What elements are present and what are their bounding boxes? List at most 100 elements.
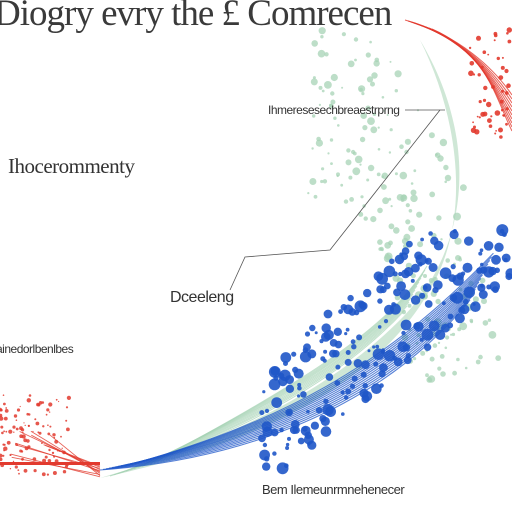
green-dot [322,179,328,184]
blue-dot [334,340,343,349]
green-dot [312,76,316,80]
green-dot [381,175,385,178]
red-dot [24,424,26,427]
blue-dot [483,241,494,251]
green-dot [358,85,366,93]
green-dot [366,178,370,182]
red-dot [493,39,496,42]
blue-dot [399,289,411,300]
green-dot [460,184,467,192]
green-dot [444,174,452,182]
green-dot [352,167,361,176]
blue-dot [420,237,424,242]
green-dot [377,239,383,245]
blue-dot [332,350,340,358]
label-left-lower: ainedorlbenlbes [0,342,74,356]
green-dot [451,332,456,337]
blue-dot [363,288,372,298]
blue-dot [306,409,310,414]
blue-dot [268,366,281,378]
green-dot [377,126,380,129]
blue-dot [361,360,370,370]
blue-dot [323,398,329,405]
blue-dot [285,446,290,450]
green-dot [361,92,365,96]
blue-dot [310,421,319,430]
blue-dot [293,368,304,379]
label-left-upper: Ihocerommenty [8,154,135,178]
green-dot [345,159,352,166]
red-line [15,442,101,472]
green-dot [369,40,372,44]
green-dot [367,117,375,125]
blue-dot [360,371,367,378]
label-center: Dceeleng [170,289,234,306]
green-dot [377,207,383,214]
green-dot [390,205,393,208]
green-dot [317,49,326,58]
red-dot [486,101,492,108]
blue-dot [344,358,352,366]
red-dot [500,65,505,70]
red-dot [26,398,31,403]
blue-dot [432,287,439,294]
red-dot [472,73,476,76]
red-dot [48,402,53,407]
green-dot [481,298,487,305]
page-title: Diogry evry the £ Comrecen [0,0,392,34]
green-dot [315,139,323,147]
blue-dot [320,426,332,437]
red-dot [52,433,56,437]
blue-dot [402,344,411,352]
blue-dot [279,427,284,433]
green-dot [452,370,457,376]
red-dot [16,408,21,412]
green-dot [318,85,323,90]
blue-dot [373,361,379,367]
green-dot [341,32,346,37]
green-dot [482,320,489,326]
blue-dot [262,462,271,471]
red-dot [19,449,23,453]
green-dot [360,195,364,199]
green-dot [396,194,404,201]
green-dot [354,155,363,164]
blue-dot [428,320,440,332]
red-dot [487,53,490,56]
blue-dot [291,351,297,357]
blue-dot [359,388,369,398]
red-dot [8,429,13,434]
red-swirl [0,19,512,478]
green-dot [444,180,448,184]
red-dot [49,425,52,428]
red-dot [1,431,4,435]
red-dot [506,32,509,35]
blue-dot [349,383,356,389]
red-dot [476,115,479,118]
blue-dot [362,383,368,389]
green-dot [437,341,441,345]
green-dot [330,162,333,166]
blue-dot [419,337,424,342]
red-dot [5,407,8,409]
red-bar [0,462,100,465]
blue-dot [320,416,330,426]
green-dot [320,35,324,39]
red-dot [27,425,30,427]
blue-dot [262,390,266,394]
green-dot [440,371,446,377]
green-dot [388,197,392,201]
red-dot [496,56,500,61]
blue-dot [297,437,305,445]
green-dot [349,197,354,202]
blue-dot [406,240,413,248]
blue-dot [334,380,341,386]
green-dot [394,70,402,78]
red-dot [4,409,9,413]
red-dot [66,395,71,400]
red-dot [47,459,52,463]
blue-dot [376,272,388,285]
red-dot [506,27,512,33]
blue-dot [421,328,434,341]
red-dot [474,129,480,135]
